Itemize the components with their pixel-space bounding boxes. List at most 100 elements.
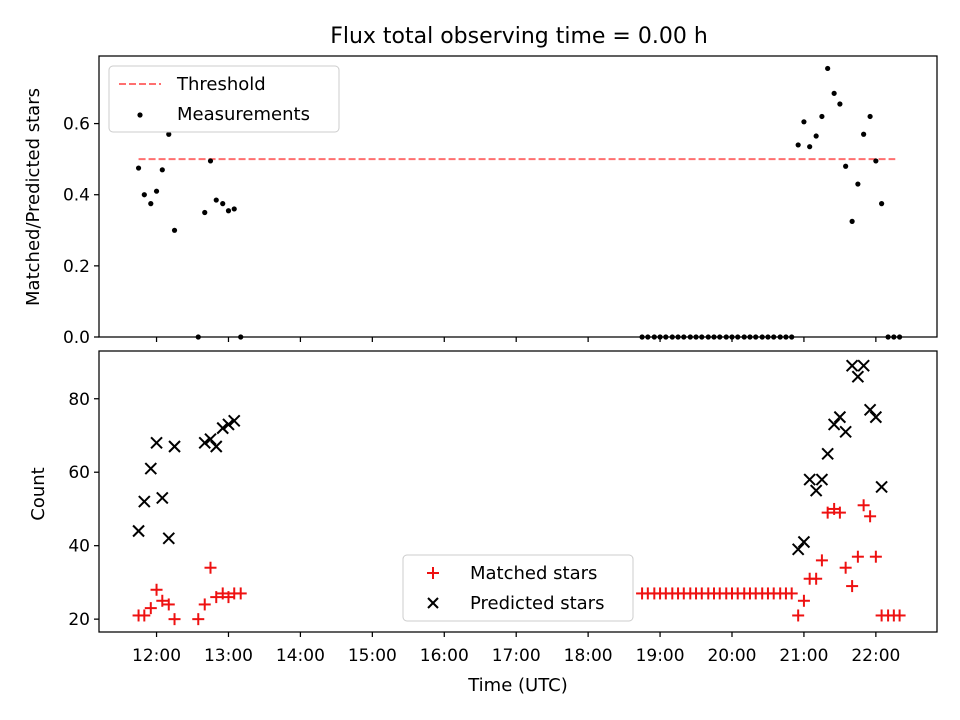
measurement-point [813,133,819,139]
measurement-point [159,167,165,173]
matched-star-point [162,598,175,611]
matched-legend-swatch [427,567,439,579]
measurement-point [843,163,849,169]
matched-star-point [797,594,810,607]
predicted-star-point [156,491,169,505]
predicted-star-mark-b [132,524,145,538]
measurement-point [867,113,873,120]
measurement-point [879,201,885,207]
measurement-point [231,206,237,212]
predicted-star-point [132,524,145,538]
measurement-point [801,119,807,125]
measurement-point [225,208,232,214]
ratio-axes-frame [98,55,938,338]
measurement-point [825,65,831,72]
measurement-point [141,192,147,198]
ratio-legend: Threshold Measurements [108,65,340,133]
x-tick-label: 18:00 [564,646,613,666]
measurement-point [148,201,154,207]
predicted-star-point [827,418,841,431]
predicted-star-point [851,370,865,383]
measurement-point [837,101,843,107]
matched-star-point [893,609,906,622]
predicted-star-mark-b [857,359,870,372]
measurement-point [202,209,208,216]
predicted-star-mark-b [198,436,211,450]
predicted-star-mark-b [222,418,235,431]
measurement-point [831,90,837,96]
measurement-point [220,201,226,207]
measurement-point [153,188,160,194]
matched-star-point [138,609,151,622]
x-tick-label: 12:00 [132,646,181,666]
count-y-tick-label: 40 [68,537,90,557]
count-legend: Matched stars Predicted stars [402,554,634,622]
matched-star-point [869,550,882,563]
matched-star-point [815,554,828,567]
predicted-star-point [222,418,235,431]
ratio-axes: 0.0 0.2 0.4 0.6 Matched/Predicted stars Thr… [23,55,938,348]
predicted-star-point [228,414,241,427]
count-y-tick-label: 60 [68,463,90,483]
matched-star-point [864,510,877,523]
measurement-point [861,131,867,137]
ratio-y-tick-label: 0.0 [63,328,90,348]
x-tick-label: 16:00 [420,646,469,666]
measurements-legend-label: Measurements [177,104,310,125]
measurement-point [819,113,825,120]
predicted-star-point [821,447,834,461]
predicted-star-point [150,436,163,450]
count-y-tick-label: 20 [68,610,90,630]
predicted-star-mark-b [809,484,823,497]
count-axes: 20 40 60 80 12:00 13:00 14:00 15:00 16:00 17:00 18… [28,350,938,696]
predicted-star-mark-b [839,425,852,439]
predicted-star-point [168,440,181,453]
ratio-y-tick-label: 0.6 [63,115,90,135]
ratio-y-tick-label: 0.2 [63,257,90,277]
predicted-star-point [210,440,223,453]
measurement-point [207,158,214,164]
measurement-point [807,144,813,150]
predicted-star-mark-b [162,532,175,545]
predicted-star-mark-b [791,543,805,556]
ratio-y-tick-label: 0.4 [63,186,90,206]
predicted-star-point [198,436,211,450]
matched-star-point [192,613,205,626]
measurement-point [166,131,172,137]
x-tick-label: 21:00 [779,646,828,666]
matched-star-point [810,572,823,585]
predicted-star-point [809,484,823,497]
matched-star-point [150,583,163,596]
matched-star-point [156,594,169,607]
matched-star-point [204,561,217,574]
predicted-star-point [797,535,811,549]
count-y-tick-label: 80 [68,390,90,410]
measurement-point [171,227,178,233]
predicted-star-mark-b [827,418,841,431]
matched-star-point [821,506,834,519]
x-axis-label: Time (UTC) [467,675,568,696]
matched-star-point [198,598,211,611]
predicted-star-point [144,462,157,475]
predicted-star-mark-b [228,414,241,427]
threshold-legend-label: Threshold [176,74,266,95]
measurement-point [795,142,801,148]
predicted-star-mark-b [138,495,151,508]
predicted-star-mark-b [833,410,847,424]
x-tick-label: 13:00 [204,646,253,666]
matched-star-point [234,587,247,600]
predicted-star-point [857,359,870,372]
count-axes-frame [98,350,938,633]
x-tick-label: 20:00 [707,646,756,666]
matched-star-point [792,609,805,622]
count-y-axis-label: Count [28,467,49,520]
predicted-star-mark-b [863,403,877,416]
predicted-star-point [803,473,816,486]
predicted-star-point [815,473,829,486]
predicted-legend-label: Predicted stars [470,593,604,614]
x-tick-label: 14:00 [276,646,325,666]
ratio-y-axis-label: Matched/Predicted stars [23,88,44,306]
matched-star-point [785,587,798,600]
matched-legend-label: Matched stars [470,563,597,584]
